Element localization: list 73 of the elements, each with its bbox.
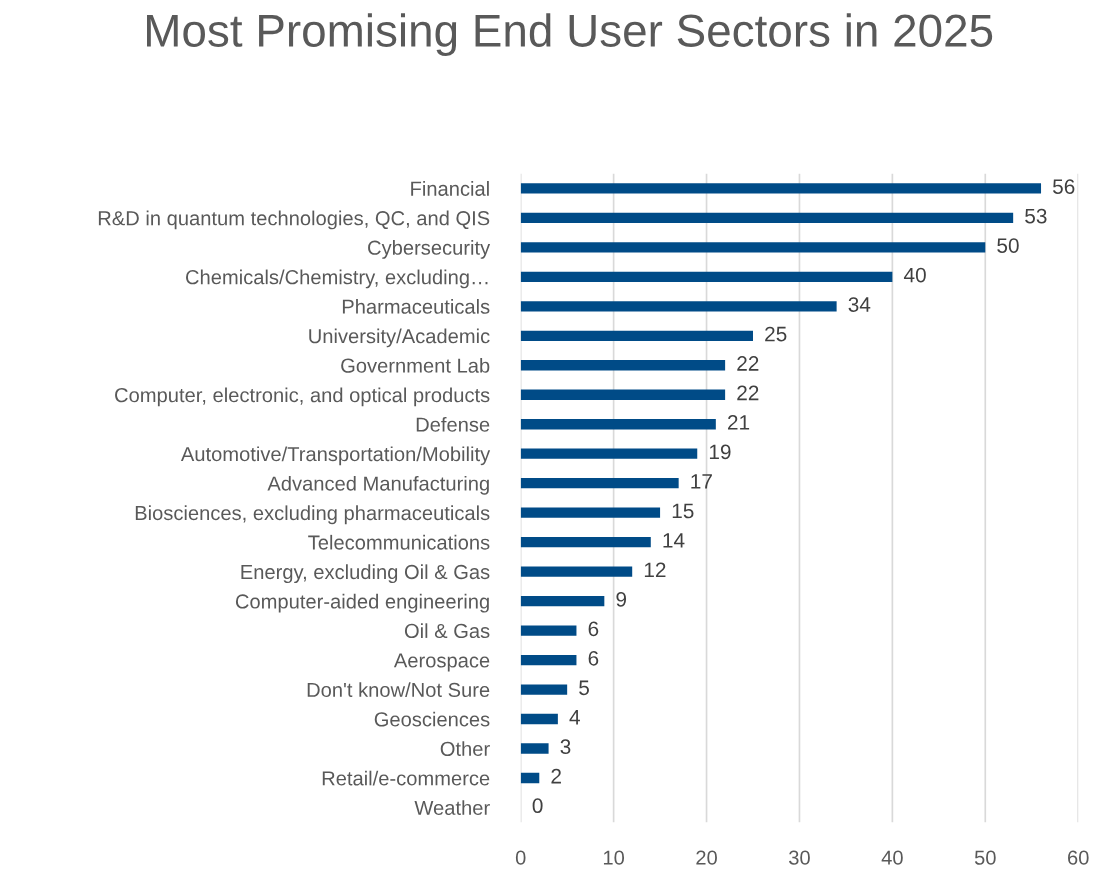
x-tick-label: 20 <box>696 850 717 865</box>
data-label: 6 <box>588 650 599 666</box>
x-tick-label: 60 <box>1068 850 1089 865</box>
y-tick-label: Cybersecurity <box>368 240 491 259</box>
data-label: 22 <box>737 356 759 371</box>
y-tick-label: Automotive/Transportation/Mobility <box>180 446 491 466</box>
data-label: 3 <box>560 739 571 755</box>
bar <box>520 448 698 459</box>
y-tick-label: Pharmaceuticals <box>342 299 490 314</box>
y-tick-label: Defense <box>416 416 490 432</box>
data-label: 50 <box>997 238 1019 253</box>
y-tick-label: Chemicals/Chemistry, excluding… <box>186 269 488 289</box>
data-label: 17 <box>691 474 712 489</box>
bar <box>520 566 633 577</box>
data-label: 9 <box>616 591 627 607</box>
data-label: 0 <box>532 798 543 814</box>
bar <box>520 743 549 754</box>
chart-title: Most Promising End User Sectors in 2025 <box>147 13 993 57</box>
y-tick-label: Computer, electronic, and optical products <box>115 387 490 407</box>
bar <box>520 595 605 607</box>
data-label: 53 <box>1025 208 1047 224</box>
y-tick-label: University/Academic <box>309 328 490 348</box>
data-label: 4 <box>569 710 580 725</box>
bar <box>520 212 1014 224</box>
data-label: 6 <box>588 621 599 637</box>
bar <box>520 389 726 400</box>
data-label: 56 <box>1052 179 1075 194</box>
data-label: 21 <box>727 415 750 430</box>
x-tick-label: 10 <box>603 850 625 865</box>
y-tick-label: Other <box>440 741 490 756</box>
data-label: 40 <box>903 267 926 283</box>
bar <box>520 419 716 430</box>
y-tick-label: Retail/e-commerce <box>322 770 490 786</box>
y-tick-label: Oil & Gas <box>404 623 490 639</box>
bar <box>520 772 540 784</box>
bar <box>520 183 1042 194</box>
y-tick-label: Geosciences <box>374 711 490 727</box>
y-tick-label: R&D in quantum technologies, QC, and QIS <box>98 210 490 230</box>
y-tick-label: Computer-aided engineering <box>235 593 489 613</box>
data-label: 25 <box>765 326 787 342</box>
data-label: 34 <box>848 297 871 312</box>
data-label: 15 <box>672 503 694 519</box>
data-label: 5 <box>579 680 589 696</box>
data-label: 22 <box>737 385 759 401</box>
x-tick-label: 50 <box>974 850 996 865</box>
y-tick-label: Government Lab <box>341 357 490 373</box>
bar <box>520 507 661 518</box>
x-tick-label: 40 <box>881 850 903 865</box>
x-tick-label: 0 <box>515 850 526 865</box>
bar <box>520 330 753 341</box>
bar <box>520 713 558 725</box>
bar <box>520 654 577 666</box>
y-tick-label: Telecommunications <box>308 534 490 550</box>
bar <box>520 301 837 312</box>
data-label: 2 <box>551 768 561 784</box>
y-tick-label: Energy, excluding Oil & Gas <box>241 564 490 584</box>
bar <box>520 684 568 695</box>
y-tick-label: Financial <box>411 181 489 196</box>
bar <box>520 360 726 371</box>
y-tick-label: Aerospace <box>393 653 490 672</box>
data-label: 12 <box>644 562 666 578</box>
bar <box>520 536 651 548</box>
y-tick-label: Weather <box>414 800 490 815</box>
bar <box>520 478 679 489</box>
bar <box>520 625 577 636</box>
y-tick-label: Advanced Manufacturing <box>267 475 489 495</box>
y-tick-label: Don't know/Not Sure <box>307 682 490 698</box>
bar <box>520 271 893 282</box>
y-tick-label: Biosciences, excluding pharmaceuticals <box>135 505 490 525</box>
data-label: 19 <box>709 444 731 460</box>
bar <box>520 242 986 253</box>
x-tick-label: 30 <box>789 850 810 865</box>
data-label: 14 <box>663 533 685 548</box>
